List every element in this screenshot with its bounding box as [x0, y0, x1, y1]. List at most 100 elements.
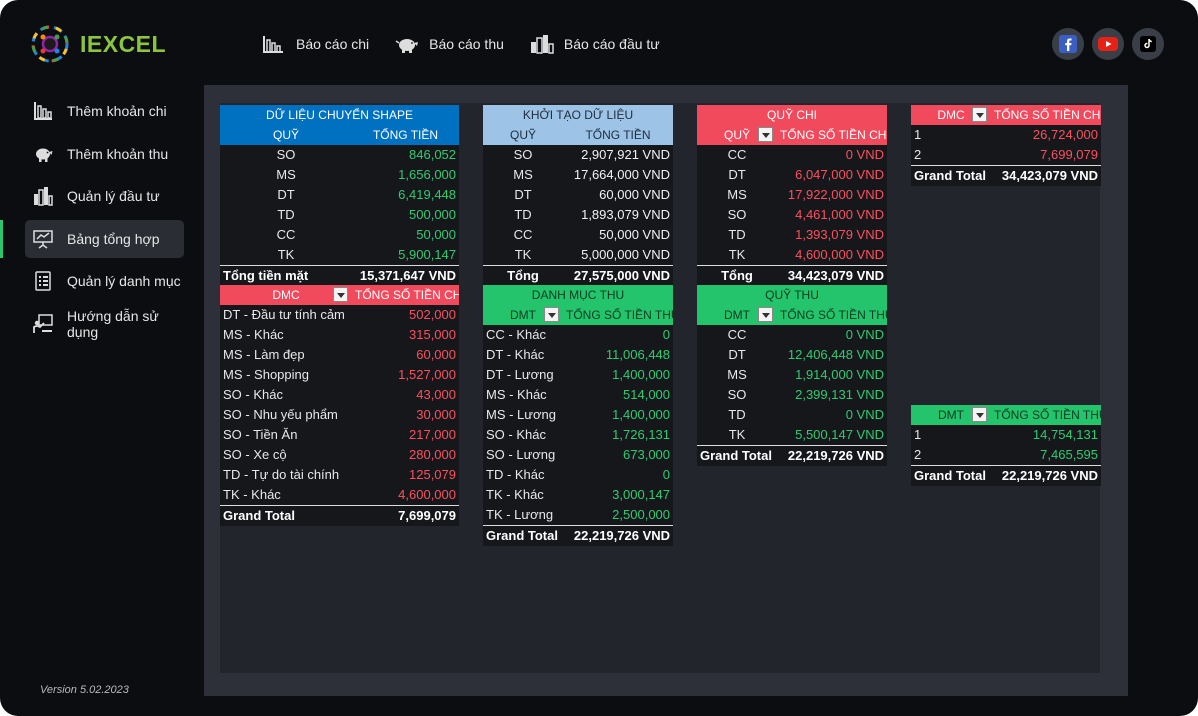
active-indicator: [0, 219, 3, 258]
column-header: DMT: [483, 305, 563, 325]
cell-category: SO - Khác: [220, 385, 352, 405]
table-row: TD 0 VND: [697, 405, 888, 425]
sidebar-item-them-khoan-thu[interactable]: Thêm khoản thu: [25, 135, 184, 173]
table-row: SO - Khác 1,726,131: [483, 425, 674, 445]
total-label: Grand Total: [911, 165, 991, 186]
filter-dropdown-icon[interactable]: [544, 307, 559, 322]
cell-amount: 1,893,079 VND: [563, 205, 673, 225]
table-row: 2 7,699,079: [911, 145, 1101, 166]
facebook-button[interactable]: [1052, 28, 1084, 60]
table-row: 2 7,465,595: [911, 445, 1101, 466]
total-value: 34,423,079 VND: [991, 165, 1101, 186]
cell-amount: 2,399,131 VND: [777, 385, 888, 405]
column-header: TỔNG TIỀN: [352, 125, 460, 145]
cell-amount: 5,500,147 VND: [777, 425, 888, 446]
total-value: 22,219,726 VND: [777, 445, 888, 466]
filter-dropdown-icon[interactable]: [972, 407, 987, 422]
column-header: TỔNG SỐ TIỀN CHI: [352, 285, 459, 305]
presentation-icon: [33, 229, 53, 249]
topnav-bao-cao-dau-tu[interactable]: Báo cáo đầu tư: [530, 34, 660, 54]
top-navigation: Báo cáo chi Báo cáo thu Báo cáo đầu tư: [262, 34, 660, 54]
table-row: 1 14,754,131: [911, 425, 1101, 445]
table-row: TK - Lương 2,500,000: [483, 505, 674, 526]
table-row: DT 12,406,448 VND: [697, 345, 888, 365]
total-label: Grand Total: [697, 445, 777, 466]
logo-icon: [30, 24, 70, 64]
cell-amount: 1,400,000: [563, 365, 674, 385]
cell-fund: SO: [483, 145, 563, 165]
cell-category: SO - Khác: [483, 425, 563, 445]
cell-fund: CC: [697, 325, 777, 345]
cell-fund: TD: [220, 205, 352, 225]
total-value: 22,219,726 VND: [563, 525, 674, 546]
youtube-icon: [1098, 37, 1118, 51]
cell-fund: MS: [697, 365, 777, 385]
shape-data-table: DỮ LIỆU CHUYỂN SHAPE QUỸ TỔNG TIỀN SO 846,…: [220, 105, 460, 286]
table-row: TK 5,500,147 VND: [697, 425, 888, 446]
table-row: SO - Tiền Ăn 217,000: [220, 425, 459, 445]
table-row: TD 500,000: [220, 205, 460, 225]
total-row: Tổng 27,575,000 VND: [483, 265, 673, 286]
total-row: Grand Total 7,699,079: [220, 505, 459, 526]
cell-amount: 4,461,000 VND: [777, 205, 888, 225]
cell-amount: 1,527,000: [352, 365, 459, 385]
table-row: MS - Lương 1,400,000: [483, 405, 674, 425]
sidebar-item-huong-dan-su-dung[interactable]: Hướng dẫn sử dụng: [25, 305, 184, 343]
cell-amount: 50,000 VND: [563, 225, 673, 245]
sidebar-item-quan-ly-dau-tu[interactable]: Quản lý đầu tư: [25, 177, 184, 215]
cell-group: 2: [911, 445, 991, 466]
filter-dropdown-icon[interactable]: [758, 307, 773, 322]
table-row: CC 0 VND: [697, 145, 888, 165]
table-row: SO 4,461,000 VND: [697, 205, 888, 225]
table-row: SO 2,907,921 VND: [483, 145, 673, 165]
column-header: TỔNG TIỀN: [563, 125, 673, 145]
cell-fund: DT: [483, 185, 563, 205]
cell-category: MS - Khác: [483, 385, 563, 405]
cell-amount: 1,914,000 VND: [777, 365, 888, 385]
table-row: CC 50,000: [220, 225, 460, 245]
app-logo[interactable]: IEXCEL: [30, 24, 166, 64]
cell-amount: 4,600,000 VND: [777, 245, 888, 266]
cell-amount: 17,664,000 VND: [563, 165, 673, 185]
cell-amount: 7,465,595: [991, 445, 1101, 466]
cell-amount: 11,006,448: [563, 345, 674, 365]
sidebar-item-label: Thêm khoản chi: [67, 103, 167, 119]
cell-amount: 6,419,448: [352, 185, 460, 205]
cell-group: 1: [911, 125, 991, 145]
sidebar-item-quan-ly-danh-muc[interactable]: Quản lý danh mục: [25, 262, 184, 300]
filter-dropdown-icon[interactable]: [972, 107, 987, 122]
cell-amount: 1,726,131: [563, 425, 674, 445]
table-row: TK - Khác 3,000,147: [483, 485, 674, 505]
cell-fund: CC: [483, 225, 563, 245]
table-row: MS 1,914,000 VND: [697, 365, 888, 385]
cell-category: DT - Lương: [483, 365, 563, 385]
filter-dropdown-icon[interactable]: [758, 127, 773, 142]
topnav-bao-cao-chi[interactable]: Báo cáo chi: [262, 34, 369, 54]
tiktok-button[interactable]: [1132, 28, 1164, 60]
column-header: TỔNG SỐ TIỀN THU: [991, 405, 1101, 425]
sidebar-item-bang-tong-hop[interactable]: Bảng tổng hợp: [0, 219, 184, 258]
table-row: CC 0 VND: [697, 325, 888, 345]
cell-category: SO - Nhu yếu phẩm: [220, 405, 352, 425]
total-value: 27,575,000 VND: [563, 265, 673, 286]
cell-amount: 5,900,147: [352, 245, 460, 266]
cell-amount: 1,393,079 VND: [777, 225, 888, 245]
cell-category: MS - Lương: [483, 405, 563, 425]
cell-fund: DT: [220, 185, 352, 205]
filter-dropdown-icon[interactable]: [333, 287, 348, 302]
table-title: DỮ LIỆU CHUYỂN SHAPE: [220, 105, 460, 125]
cell-category: SO - Tiền Ăn: [220, 425, 352, 445]
topnav-bao-cao-thu[interactable]: Báo cáo thu: [395, 34, 504, 54]
cell-amount: 1,656,000: [352, 165, 460, 185]
topnav-label: Báo cáo thu: [429, 36, 504, 52]
youtube-button[interactable]: [1092, 28, 1124, 60]
table-row: CC - Khác 0: [483, 325, 674, 345]
sidebar-item-them-khoan-chi[interactable]: Thêm khoản chi: [25, 92, 184, 130]
cell-amount: 3,000,147: [563, 485, 674, 505]
table-title: QUỸ THU: [697, 285, 888, 305]
table-row: CC 50,000 VND: [483, 225, 673, 245]
tiktok-icon: [1140, 36, 1156, 52]
dmt-summary-pivot: DMT TỔNG SỐ TIỀN THU 1 14,754,131 2 7,465,5…: [911, 405, 1101, 486]
bar-chart-icon: [263, 36, 283, 53]
